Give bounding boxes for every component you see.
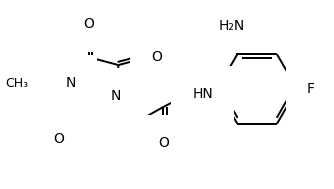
Text: CH₃: CH₃ <box>6 77 29 90</box>
Text: N: N <box>65 76 76 90</box>
Text: F: F <box>307 82 315 96</box>
Text: O: O <box>151 50 162 64</box>
Text: O: O <box>158 136 169 150</box>
Text: O: O <box>83 17 94 31</box>
Text: O: O <box>53 132 64 146</box>
Text: H₂N: H₂N <box>219 19 245 33</box>
Text: HN: HN <box>192 87 213 101</box>
Text: N: N <box>110 89 121 103</box>
